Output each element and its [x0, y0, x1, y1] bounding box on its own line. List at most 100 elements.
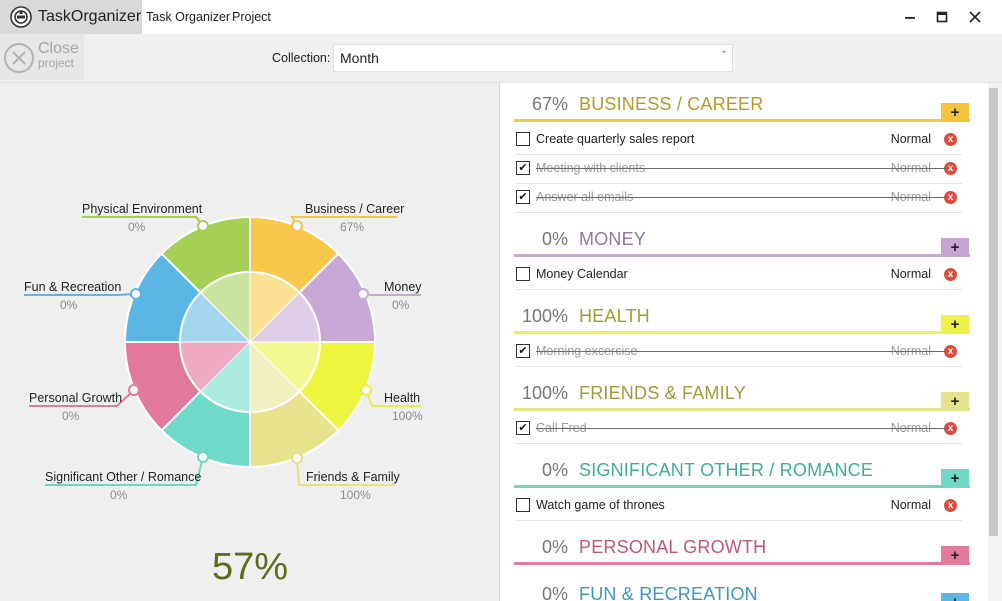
add-task-icon[interactable]: +: [941, 469, 969, 488]
wheel-percent-health: 100%: [392, 409, 423, 423]
close-icon[interactable]: [964, 7, 986, 27]
label-connector-personal-growth: [29, 389, 135, 407]
wheel-percent-friends-family: 100%: [340, 488, 371, 502]
wheel-label-money: Money: [384, 280, 422, 294]
delete-task-icon[interactable]: x: [944, 499, 957, 512]
add-task-icon[interactable]: +: [941, 593, 969, 601]
category-underline: [514, 408, 970, 411]
add-task-icon[interactable]: +: [941, 392, 969, 411]
task-checkbox-checked[interactable]: ✔: [516, 161, 530, 175]
collection-label: Collection:: [272, 51, 331, 65]
title-bar: TaskOrganizer Task Organizer Project: [0, 0, 1002, 34]
collection-select[interactable]: Month ˇ: [333, 44, 733, 72]
task-strikethrough: [536, 428, 946, 429]
label-connector-money: [362, 293, 421, 296]
category-underline: [514, 119, 970, 122]
category-name: SIGNIFICANT OTHER / ROMANCE: [579, 460, 874, 480]
close-circle-icon: [4, 43, 34, 73]
wheel-label-business-career: Business / Career: [305, 202, 405, 216]
label-dot-physical-environment: [197, 220, 209, 232]
category-underline: [514, 254, 970, 257]
wheel-inner-ring: [179, 271, 321, 413]
category-header: 100% FRIENDS & FAMILY +: [514, 382, 970, 411]
category-name: BUSINESS / CAREER: [579, 94, 764, 114]
task-priority: Normal: [890, 132, 931, 146]
wheel-percent-significant-other-romance: 0%: [110, 488, 128, 502]
category-header: 100% HEALTH +: [514, 305, 970, 334]
category-underline: [514, 331, 970, 334]
category-header: 67% BUSINESS / CAREER +: [514, 93, 970, 122]
wheel-percent-money: 0%: [392, 298, 410, 312]
add-task-icon[interactable]: +: [941, 315, 969, 334]
app-tab[interactable]: TaskOrganizer: [0, 0, 142, 34]
wheel-label-significant-other-romance: Significant Other / Romance: [45, 470, 202, 484]
category-percent: 0%: [541, 229, 568, 249]
minimize-icon[interactable]: [899, 7, 921, 27]
task-row[interactable]: Watch game of thrones Normal x: [516, 491, 962, 521]
label-dot-fun-recreation: [130, 288, 142, 300]
task-strikethrough: [536, 351, 946, 352]
life-wheel-chart: [24, 215, 421, 486]
wheel-label-personal-growth: Personal Growth: [29, 391, 123, 405]
task-checkbox-checked[interactable]: ✔: [516, 190, 530, 204]
category-name: PERSONAL GROWTH: [579, 537, 767, 557]
app-name: TaskOrganizer: [38, 8, 142, 25]
delete-task-icon[interactable]: x: [944, 422, 957, 435]
category-header: 0% PERSONAL GROWTH +: [514, 536, 970, 565]
task-name: Create quarterly sales report: [536, 132, 695, 146]
wheel-percent-business-career: 67%: [340, 220, 365, 234]
category-percent: 0%: [541, 584, 568, 601]
label-connector-friends-family: [296, 457, 395, 486]
task-row[interactable]: ✔ Answer all emails Normal x: [516, 183, 962, 213]
task-row[interactable]: ✔ Meeting with clients Normal x: [516, 154, 962, 184]
task-checkbox-checked[interactable]: ✔: [516, 344, 530, 358]
label-dot-personal-growth: [128, 384, 140, 396]
category-underline: [514, 562, 970, 565]
category-percent: 100%: [521, 383, 568, 403]
add-task-icon[interactable]: +: [941, 238, 969, 257]
delete-task-icon[interactable]: x: [944, 133, 957, 146]
task-checkbox[interactable]: [516, 267, 530, 281]
category-name: MONEY: [579, 229, 647, 249]
close-project-button[interactable]: Close project: [0, 34, 84, 80]
task-row[interactable]: ✔ Morning excercise Normal x: [516, 337, 962, 367]
wheel-percent-physical-environment: 0%: [128, 220, 146, 234]
label-dot-business-career: [291, 220, 303, 232]
wheel-label-friends-family: Friends & Family: [306, 470, 400, 484]
label-dot-friends-family: [291, 452, 303, 464]
category-name: FRIENDS & FAMILY: [579, 383, 746, 403]
wheel-label-health: Health: [384, 391, 421, 405]
delete-task-icon[interactable]: x: [944, 162, 957, 175]
task-checkbox[interactable]: [516, 132, 530, 146]
scrollbar-thumb[interactable]: [989, 88, 998, 536]
category-percent: 67%: [531, 94, 568, 114]
menu-task-organizer[interactable]: Task Organizer: [146, 10, 231, 24]
delete-task-icon[interactable]: x: [944, 268, 957, 281]
close-sublabel: project: [38, 56, 75, 70]
wheel-label-fun-recreation: Fun & Recreation: [24, 280, 122, 294]
task-name: Money Calendar: [536, 267, 628, 281]
close-label: Close: [38, 40, 79, 57]
task-list-panel[interactable]: 67% BUSINESS / CAREER + Create quarterly sa…: [500, 83, 1002, 601]
add-task-icon[interactable]: +: [941, 103, 969, 122]
delete-task-icon[interactable]: x: [944, 191, 957, 204]
toolbar: Close project Collection: Month ˇ: [0, 34, 1002, 83]
chart-panel: Business / Career 67% Money 0% Health 100% Fri…: [0, 83, 499, 601]
maximize-icon[interactable]: [931, 7, 953, 27]
task-row[interactable]: ✔ Call Fred Normal x: [516, 414, 962, 444]
task-checkbox-checked[interactable]: ✔: [516, 421, 530, 435]
task-name: Watch game of thrones: [536, 498, 665, 512]
category-percent: 0%: [541, 537, 568, 557]
task-row[interactable]: Create quarterly sales report Normal x: [516, 125, 962, 155]
add-task-icon[interactable]: +: [941, 546, 969, 565]
task-priority: Normal: [890, 267, 931, 281]
category-header: 0% MONEY +: [514, 228, 970, 257]
category-underline: [514, 485, 970, 488]
task-checkbox[interactable]: [516, 498, 530, 512]
category-header: 0% FUN & RECREATION +: [514, 583, 970, 601]
task-row[interactable]: Money Calendar Normal x: [516, 260, 962, 290]
app-logo-icon: [10, 6, 32, 28]
category-percent: 0%: [541, 460, 568, 480]
delete-task-icon[interactable]: x: [944, 345, 957, 358]
menu-project[interactable]: Project: [232, 10, 271, 24]
